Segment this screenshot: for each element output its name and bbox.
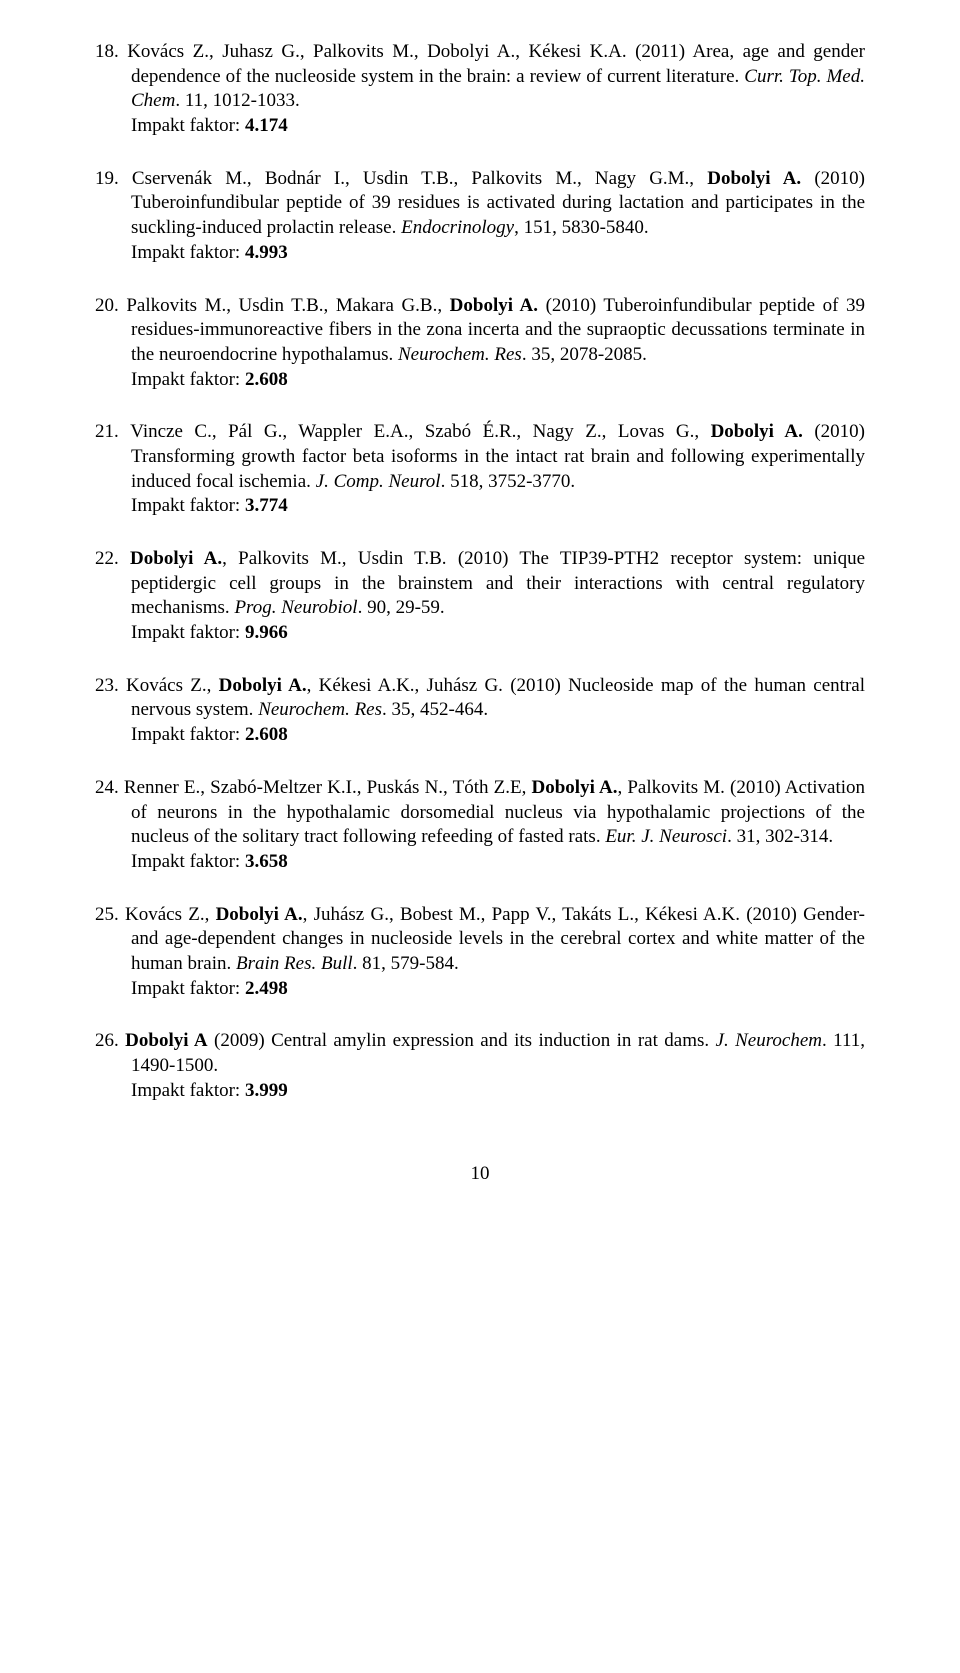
- reference-text: 18. Kovács Z., Juhasz G., Palkovits M., …: [95, 40, 865, 114]
- reference-text: 24. Renner E., Szabó-Meltzer K.I., Puská…: [95, 776, 865, 850]
- impact-factor: Impakt faktor: 2.498: [95, 977, 865, 1002]
- reference-text: 19. Cservenák M., Bodnár I., Usdin T.B.,…: [95, 167, 865, 241]
- page-container: 18. Kovács Z., Juhasz G., Palkovits M., …: [0, 0, 960, 1225]
- reference-entry: 26. Dobolyi A (2009) Central amylin expr…: [95, 1029, 865, 1103]
- impact-factor: Impakt faktor: 9.966: [95, 621, 865, 646]
- reference-entry: 22. Dobolyi A., Palkovits M., Usdin T.B.…: [95, 547, 865, 646]
- impact-factor: Impakt faktor: 3.999: [95, 1079, 865, 1104]
- reference-text: 26. Dobolyi A (2009) Central amylin expr…: [95, 1029, 865, 1078]
- reference-text: 21. Vincze C., Pál G., Wappler E.A., Sza…: [95, 420, 865, 494]
- reference-entry: 25. Kovács Z., Dobolyi A., Juhász G., Bo…: [95, 903, 865, 1002]
- reference-entry: 23. Kovács Z., Dobolyi A., Kékesi A.K., …: [95, 674, 865, 748]
- reference-entry: 20. Palkovits M., Usdin T.B., Makara G.B…: [95, 294, 865, 393]
- impact-factor: Impakt faktor: 2.608: [95, 368, 865, 393]
- reference-entry: 21. Vincze C., Pál G., Wappler E.A., Sza…: [95, 420, 865, 519]
- impact-factor: Impakt faktor: 2.608: [95, 723, 865, 748]
- reference-entry: 19. Cservenák M., Bodnár I., Usdin T.B.,…: [95, 167, 865, 266]
- impact-factor: Impakt faktor: 3.658: [95, 850, 865, 875]
- reference-text: 20. Palkovits M., Usdin T.B., Makara G.B…: [95, 294, 865, 368]
- impact-factor: Impakt faktor: 4.174: [95, 114, 865, 139]
- reference-entry: 24. Renner E., Szabó-Meltzer K.I., Puská…: [95, 776, 865, 875]
- references-list: 18. Kovács Z., Juhasz G., Palkovits M., …: [95, 40, 865, 1103]
- reference-text: 25. Kovács Z., Dobolyi A., Juhász G., Bo…: [95, 903, 865, 977]
- reference-text: 22. Dobolyi A., Palkovits M., Usdin T.B.…: [95, 547, 865, 621]
- impact-factor: Impakt faktor: 4.993: [95, 241, 865, 266]
- page-number: 10: [95, 1163, 865, 1185]
- impact-factor: Impakt faktor: 3.774: [95, 494, 865, 519]
- reference-text: 23. Kovács Z., Dobolyi A., Kékesi A.K., …: [95, 674, 865, 723]
- reference-entry: 18. Kovács Z., Juhasz G., Palkovits M., …: [95, 40, 865, 139]
